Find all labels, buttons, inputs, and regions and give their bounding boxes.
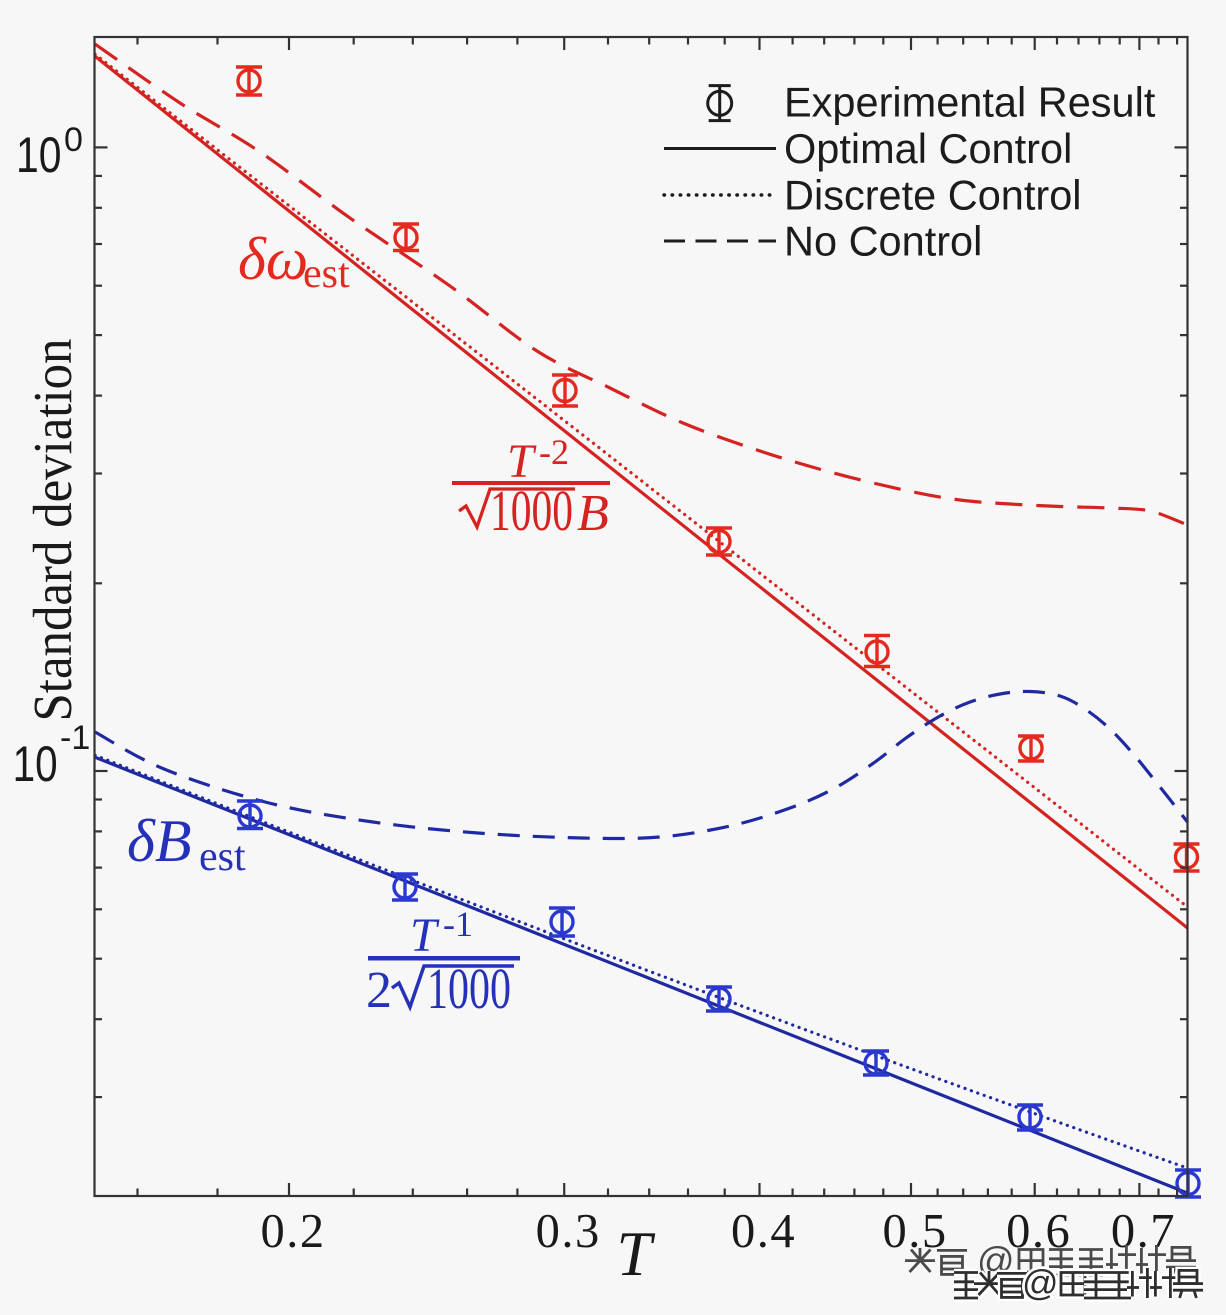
svg-text:No Control: No Control — [784, 218, 982, 265]
svg-text:0.5: 0.5 — [882, 1205, 947, 1258]
svg-text:B: B — [577, 485, 609, 542]
svg-text:Experimental Result: Experimental Result — [784, 79, 1156, 126]
svg-text:T: T — [507, 435, 537, 488]
svg-text:0.2: 0.2 — [260, 1205, 325, 1258]
svg-text:10: 10 — [16, 127, 62, 183]
svg-text:T: T — [410, 909, 440, 962]
svg-text:δω: δω — [238, 226, 308, 292]
svg-text:δB: δB — [127, 808, 192, 874]
svg-text:0: 0 — [64, 121, 83, 159]
svg-text:0.7: 0.7 — [1111, 1205, 1176, 1258]
svg-text:1000: 1000 — [490, 478, 573, 543]
svg-text:Discrete Control: Discrete Control — [784, 172, 1082, 219]
svg-text:est: est — [303, 251, 350, 297]
svg-text:Optimal Control: Optimal Control — [784, 125, 1072, 172]
svg-text:Standard deviation: Standard deviation — [22, 339, 83, 722]
svg-text:2: 2 — [366, 962, 392, 1019]
svg-text:0.3: 0.3 — [536, 1205, 601, 1258]
svg-text:-1: -1 — [60, 719, 90, 757]
svg-text:0.4: 0.4 — [731, 1205, 796, 1258]
svg-text:T: T — [616, 1219, 655, 1289]
svg-text:1000: 1000 — [427, 956, 511, 1021]
svg-text:10: 10 — [13, 736, 58, 792]
svg-text:est: est — [199, 834, 246, 880]
svg-text:-1: -1 — [443, 904, 473, 944]
svg-text:@: @ — [1022, 1262, 1059, 1303]
svg-text:-2: -2 — [539, 432, 569, 472]
